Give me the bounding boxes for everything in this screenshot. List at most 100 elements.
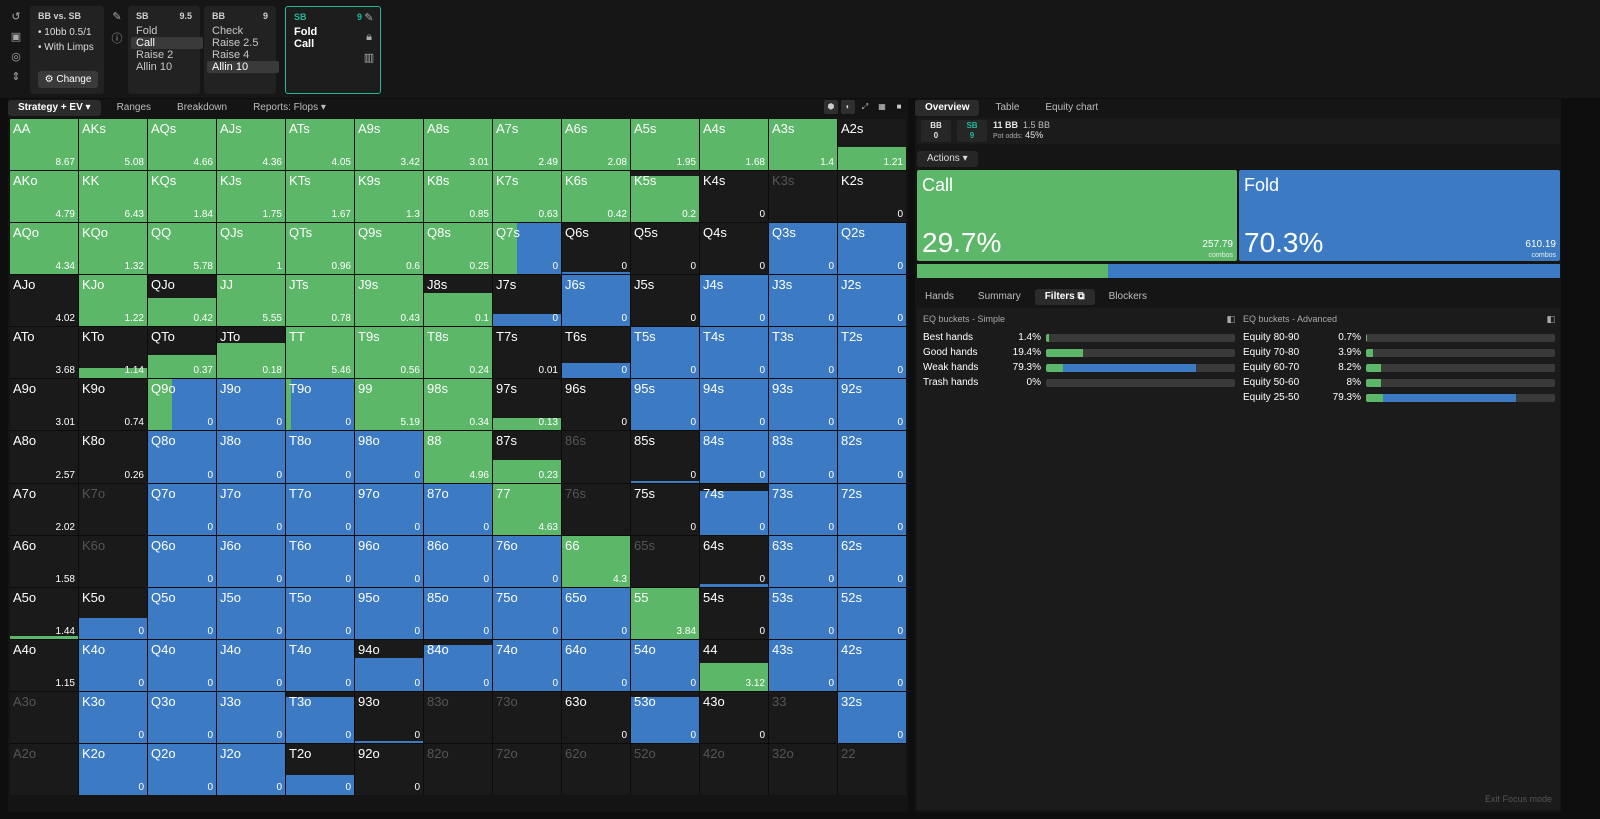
hand-cell[interactable]: 74o 0 <box>493 639 561 691</box>
hand-cell[interactable]: JTo 0.18 <box>217 327 285 379</box>
hand-cell[interactable]: 66 4.3 <box>562 535 630 587</box>
hand-cell[interactable]: 95o 0 <box>355 587 423 639</box>
save-icon[interactable]: ▣ <box>10 31 22 43</box>
hand-cell[interactable]: J5s 0 <box>631 275 699 327</box>
expand-icon[interactable]: ⤢ <box>861 102 869 111</box>
hand-cell[interactable]: K6s 0.42 <box>562 171 630 223</box>
pencil-icon[interactable]: ✎ <box>364 12 374 24</box>
tab-breakdown[interactable]: Breakdown <box>177 102 228 113</box>
hand-cell[interactable]: 55 3.84 <box>631 587 699 639</box>
hand-cell[interactable]: 75o 0 <box>493 587 561 639</box>
info-icon[interactable]: ⓘ <box>111 33 123 45</box>
toggle-icon[interactable]: ◧ <box>1546 314 1555 324</box>
hand-cell[interactable]: T6o 0 <box>286 535 354 587</box>
hand-cell[interactable]: 98s 0.34 <box>424 379 492 431</box>
hand-cell[interactable]: T9s 0.56 <box>355 327 423 379</box>
hand-cell[interactable]: 92o 0 <box>355 743 423 795</box>
hand-cell[interactable]: 73o <box>493 691 561 743</box>
hand-cell[interactable]: K8s 0.85 <box>424 171 492 223</box>
hand-cell[interactable]: 92s 0 <box>838 379 906 431</box>
hand-cell[interactable]: ATs 4.05 <box>286 119 354 171</box>
hand-cell[interactable]: 85o 0 <box>424 587 492 639</box>
hand-cell[interactable]: 42o <box>700 743 768 795</box>
hand-cell[interactable]: 54o 0 <box>631 639 699 691</box>
hand-cell[interactable]: 52o <box>631 743 699 795</box>
hand-cell[interactable]: A4s 1.68 <box>700 119 768 171</box>
hand-cell[interactable]: JJ 5.55 <box>217 275 285 327</box>
hand-cell[interactable]: T9o 0 <box>286 379 354 431</box>
bucket-row[interactable]: Equity 80-90 0.7% <box>1243 330 1555 345</box>
hand-cell[interactable]: 83s 0 <box>769 431 837 483</box>
tab-filters[interactable]: Filters ⧉ <box>1034 289 1095 305</box>
hand-cell[interactable]: J4o 0 <box>217 639 285 691</box>
node-option-raise[interactable]: Raise 2.5 <box>212 37 259 49</box>
hand-cell[interactable]: 64s 0 <box>700 535 768 587</box>
hand-cell[interactable]: Q2s 0 <box>838 223 906 275</box>
hand-cell[interactable]: J3o 0 <box>217 691 285 743</box>
bucket-row[interactable]: Trash hands 0% <box>923 375 1235 390</box>
hand-cell[interactable]: A2o <box>10 743 78 795</box>
gamepad-icon[interactable]: ◎ <box>11 51 21 63</box>
hand-cell[interactable]: J4s 0 <box>700 275 768 327</box>
hand-cell[interactable]: 82o <box>424 743 492 795</box>
bucket-row[interactable]: Best hands 1.4% <box>923 330 1235 345</box>
hand-cell[interactable]: K7o <box>79 483 147 535</box>
tab-equity-chart[interactable]: Equity chart <box>1045 102 1099 113</box>
hand-cell[interactable]: A7o 2.02 <box>10 483 78 535</box>
hand-cell[interactable]: 72s 0 <box>838 483 906 535</box>
hand-cell[interactable]: 63s 0 <box>769 535 837 587</box>
cube-icon[interactable]: ⬢ <box>824 100 838 114</box>
hand-cell[interactable]: 85s 0 <box>631 431 699 483</box>
hand-cell[interactable]: J9o 0 <box>217 379 285 431</box>
hand-cell[interactable]: AQs 4.66 <box>148 119 216 171</box>
bucket-row[interactable]: Equity 70-80 3.9% <box>1243 345 1555 360</box>
hand-cell[interactable]: Q6o 0 <box>148 535 216 587</box>
hand-cell[interactable]: A3o <box>10 691 78 743</box>
hand-cell[interactable]: 76o 0 <box>493 535 561 587</box>
node-option-check[interactable]: Check <box>212 25 244 37</box>
bucket-row[interactable]: Equity 25-50 79.3% <box>1243 390 1555 405</box>
hand-cell[interactable]: Q8o 0 <box>148 431 216 483</box>
hand-cell[interactable]: T3s 0 <box>769 327 837 379</box>
hand-cell[interactable]: T8o 0 <box>286 431 354 483</box>
hand-cell[interactable]: 32o <box>769 743 837 795</box>
hand-cell[interactable]: 96s 0 <box>562 379 630 431</box>
tab-ranges[interactable]: Ranges <box>116 102 152 113</box>
hand-cell[interactable]: 64o 0 <box>562 639 630 691</box>
actions-dropdown[interactable]: Actions ▾ <box>917 151 978 167</box>
hand-cell[interactable]: K5s 0.2 <box>631 171 699 223</box>
hand-cell[interactable]: AQo 4.34 <box>10 223 78 275</box>
hand-cell[interactable]: T7s 0.01 <box>493 327 561 379</box>
hand-cell[interactable]: KTs 1.67 <box>286 171 354 223</box>
hand-cell[interactable]: 53o 0 <box>631 691 699 743</box>
hand-cell[interactable]: KTo 1.14 <box>79 327 147 379</box>
reset-icon[interactable]: ↺ <box>11 11 21 23</box>
bucket-row[interactable]: Equity 50-60 8% <box>1243 375 1555 390</box>
hand-cell[interactable]: A8s 3.01 <box>424 119 492 171</box>
hand-cell[interactable]: T2s 0 <box>838 327 906 379</box>
hand-cell[interactable]: 44 3.12 <box>700 639 768 691</box>
hand-cell[interactable]: 32s 0 <box>838 691 906 743</box>
action-fold-card[interactable]: Fold 70.3% 610.19 combos <box>1239 170 1560 261</box>
hand-cell[interactable]: 65o 0 <box>562 587 630 639</box>
bucket-row[interactable]: Good hands 19.4% <box>923 345 1235 360</box>
hand-cell[interactable]: A7s 2.49 <box>493 119 561 171</box>
hand-cell[interactable]: AA 8.67 <box>10 119 78 171</box>
hand-cell[interactable]: A8o 2.57 <box>10 431 78 483</box>
hand-cell[interactable]: K4s 0 <box>700 171 768 223</box>
hand-cell[interactable]: 62o <box>562 743 630 795</box>
hand-cell[interactable]: 87s 0.23 <box>493 431 561 483</box>
hand-cell[interactable]: KJo 1.22 <box>79 275 147 327</box>
hand-cell[interactable]: 62s 0 <box>838 535 906 587</box>
hand-cell[interactable]: 77 4.63 <box>493 483 561 535</box>
hand-cell[interactable]: ATo 3.68 <box>10 327 78 379</box>
hand-cell[interactable]: Q8s 0.25 <box>424 223 492 275</box>
hand-cell[interactable]: K4o 0 <box>79 639 147 691</box>
hand-cell[interactable]: J7s 0 <box>493 275 561 327</box>
hand-cell[interactable]: TT 5.46 <box>286 327 354 379</box>
hand-cell[interactable]: J9s 0.43 <box>355 275 423 327</box>
hand-cell[interactable]: A5s 1.95 <box>631 119 699 171</box>
hand-cell[interactable]: A5o 1.44 <box>10 587 78 639</box>
hand-cell[interactable]: J2s 0 <box>838 275 906 327</box>
hand-cell[interactable]: J3s 0 <box>769 275 837 327</box>
